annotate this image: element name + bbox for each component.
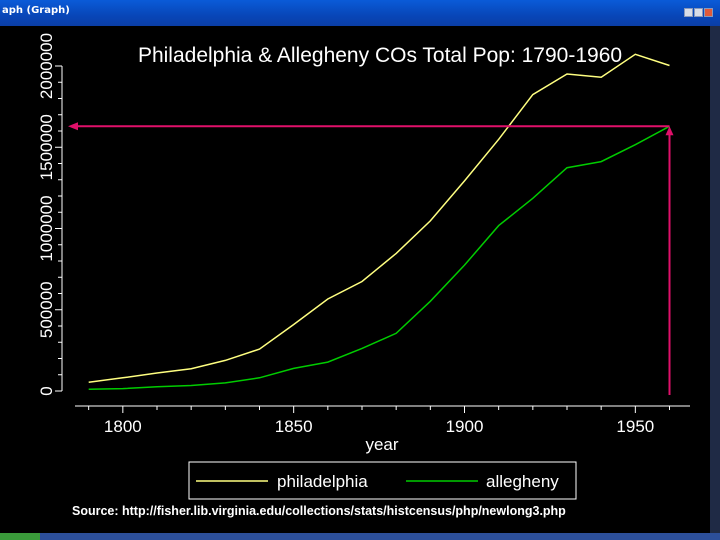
x-tick-label-1800: 1800 [104, 417, 142, 436]
window-edge [710, 26, 720, 540]
y-tick-label-2000000: 2000000 [37, 33, 56, 99]
y-tick-label-1500000: 1500000 [37, 114, 56, 180]
legend-allegheny-label: allegheny [486, 472, 559, 491]
window-titlebar: aph (Graph) [0, 0, 720, 26]
x-tick-label-1950: 1950 [616, 417, 654, 436]
x-tick-label-1850: 1850 [275, 417, 313, 436]
annotation-layer [68, 122, 674, 395]
annotation-arrowhead-left [68, 122, 78, 131]
minimize-button[interactable] [684, 8, 693, 17]
x-axis-label: year [365, 435, 398, 454]
series-line-allegheny [88, 125, 670, 390]
annotation-arrowhead-up [665, 126, 674, 136]
chart: Philadelphia & Allegheny COs Total Pop: … [37, 33, 690, 500]
legend-box [188, 461, 577, 500]
x-tick-label-1900: 1900 [446, 417, 484, 436]
taskbar [0, 533, 720, 540]
axes: 1800 1850 1900 1950 0 500000 1000000 1500000 200… [37, 33, 690, 436]
y-tick-label-1000000: 1000000 [37, 195, 56, 261]
series-layer [88, 53, 670, 390]
start-button[interactable] [0, 533, 40, 540]
close-button[interactable] [704, 8, 713, 17]
maximize-button[interactable] [694, 8, 703, 17]
chart-title: Philadelphia & Allegheny COs Total Pop: … [138, 44, 622, 67]
window-title: aph (Graph) [2, 5, 70, 16]
series-line-philadelphia [88, 53, 670, 383]
y-tick-label-500000: 500000 [37, 281, 56, 338]
legend-philadelphia-label: philadelphia [277, 472, 368, 491]
y-tick-label-0: 0 [37, 386, 56, 395]
source-citation: Source: http://fisher.lib.virginia.edu/c… [72, 504, 566, 518]
